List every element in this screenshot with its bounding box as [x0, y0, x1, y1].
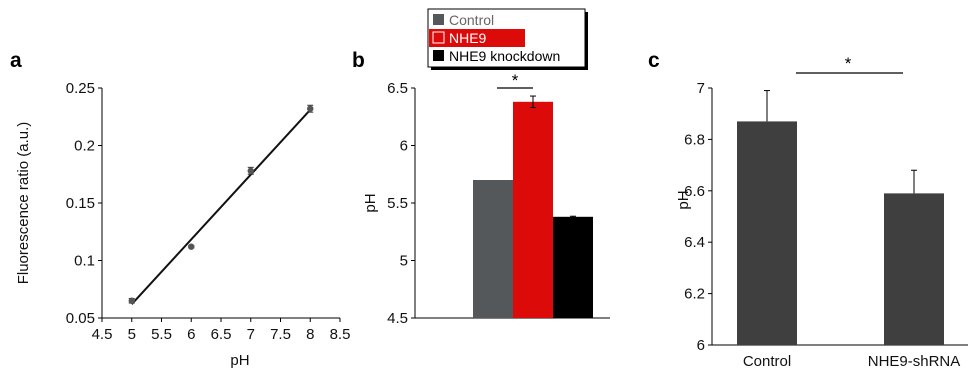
panel-a-x-tick-label: 6.5 — [211, 326, 232, 343]
category-label: NHE9-shRNA — [868, 353, 961, 370]
panel-a-x-tick-label: 8.5 — [330, 326, 351, 343]
panel-a-x-tick-label: 7 — [247, 326, 255, 343]
data-point — [188, 243, 195, 250]
panel-c-y-tick-label: 6 — [697, 337, 705, 354]
panel-b-y-tick-label: 6.5 — [387, 80, 408, 97]
panel-a-axes — [101, 88, 340, 319]
panel-c-y-axis-label: pH — [675, 190, 692, 209]
bar-nhe9 — [513, 101, 553, 318]
panel-b-bars — [473, 95, 593, 318]
panel-a-letter: a — [10, 49, 22, 72]
panel-c-y-tick-label: 6.4 — [684, 234, 705, 251]
panel-a-x-tick-label: 5.5 — [151, 326, 172, 343]
panel-a-y-tick-label: 0.05 — [66, 310, 95, 327]
panel-a-fit-line — [131, 109, 311, 305]
panel-a-y-tick-label: 0.2 — [74, 138, 95, 155]
panel-b: b 4.5 5 5.5 6 6.5 * Control NHE9 NHE9 knockdow… — [352, 8, 610, 327]
category-label: Control — [743, 353, 791, 370]
panel-a-x-axis-label: pH — [230, 352, 249, 369]
panel-c-category-labels: Control NHE9-shRNA — [743, 353, 960, 370]
panel-b-letter: b — [352, 49, 365, 72]
bar-nhe9-shrna — [884, 193, 944, 345]
legend-label: NHE9 — [449, 30, 487, 46]
panel-c-bars — [737, 90, 944, 345]
panel-a-points — [128, 104, 314, 304]
panel-a-ticks: 4.5 5 5.5 6 6.5 7 7.5 8 8.5 0.05 0.1 0.15 0.2 0.25 — [66, 80, 351, 343]
panel-c-significance: * — [796, 54, 903, 74]
panel-b-legend: Control NHE9 NHE9 knockdown — [427, 8, 588, 70]
significance-star: * — [845, 54, 852, 73]
panel-a-x-tick-label: 5 — [128, 326, 136, 343]
panel-a-x-tick-label: 4.5 — [92, 326, 113, 343]
legend-label: NHE9 knockdown — [449, 48, 560, 64]
panel-b-ticks: 4.5 5 5.5 6 6.5 — [387, 80, 415, 327]
data-point — [307, 105, 314, 112]
bar-control — [473, 180, 513, 318]
panel-a-y-axis-label: Fluorescence ratio (a.u.) — [15, 122, 32, 285]
panel-b-y-tick-label: 4.5 — [387, 310, 408, 327]
fit-line — [131, 109, 311, 305]
legend-swatch — [433, 50, 444, 61]
panel-a-x-tick-label: 6 — [187, 326, 195, 343]
panel-a-x-tick-label: 7.5 — [270, 326, 291, 343]
legend-swatch — [433, 14, 444, 25]
panel-a: a 4.5 5 5.5 6 6.5 7 7.5 8 8.50.050.10.150.20.25 … — [10, 49, 350, 369]
panel-c: c 6 6.2 6.4 6.6 6.8 7 * Control NHE9-shRNA pH — [648, 49, 968, 370]
panel-b-y-tick-label: 5.5 — [387, 195, 408, 212]
panel-a-y-tick-label: 0.1 — [74, 253, 95, 270]
panel-b-significance: * — [497, 71, 533, 90]
legend-highlight-nhe9 — [429, 29, 525, 47]
panel-c-y-tick-label: 6.8 — [684, 131, 705, 148]
panel-a-y-tick-label: 0.15 — [66, 195, 95, 212]
panel-c-y-tick-label: 7 — [697, 80, 705, 97]
bar-nhe9-knockdown — [553, 216, 593, 318]
significance-star: * — [512, 71, 519, 90]
bar-control — [737, 121, 797, 345]
panel-c-y-tick-label: 6.2 — [684, 286, 705, 303]
panel-a-x-tick-label: 8 — [306, 326, 314, 343]
panel-b-y-axis-label: pH — [362, 193, 379, 212]
panel-b-y-tick-label: 5 — [400, 253, 408, 270]
data-point — [128, 297, 135, 304]
panel-c-y-tick-label: 6.6 — [684, 183, 705, 200]
panel-c-letter: c — [648, 49, 660, 72]
data-point — [247, 167, 254, 174]
legend-swatch — [432, 31, 445, 44]
panel-a-y-tick-label: 0.25 — [66, 80, 95, 97]
legend-label: Control — [449, 12, 494, 28]
panel-c-ticks: 6 6.2 6.4 6.6 6.8 7 — [684, 80, 712, 354]
panel-b-y-tick-label: 6 — [400, 138, 408, 155]
